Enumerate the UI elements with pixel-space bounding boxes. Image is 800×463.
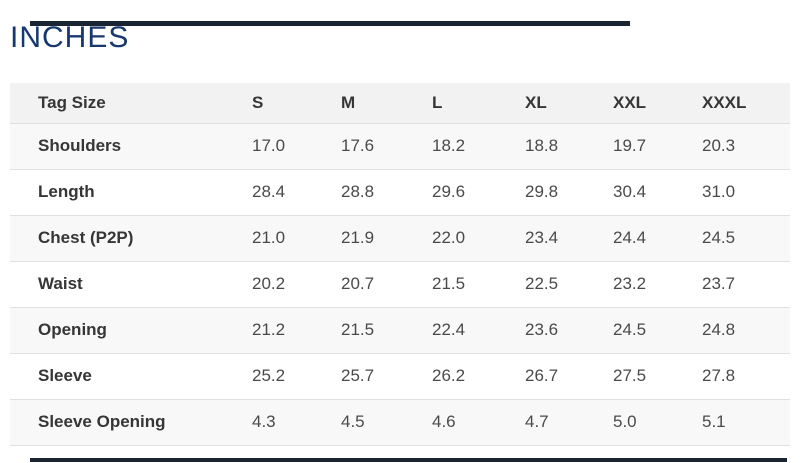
size-chart-table: Tag Size S M L XL XXL XXXL Shoulders 17.… [10, 83, 790, 446]
measurement-cell: 18.2 [432, 136, 466, 155]
measurement-cell: 25.2 [252, 366, 286, 385]
size-chart-section: INCHES Tag Size S M L XL XXL XXXL Should… [0, 21, 800, 462]
measurement-cell: 5.0 [613, 412, 637, 431]
measurement-cell: 25.7 [341, 366, 375, 385]
measurement-cell: 27.8 [702, 366, 736, 385]
measurement-cell: 21.5 [341, 320, 375, 339]
table-row: Opening 21.2 21.5 22.4 23.6 24.5 24.8 [10, 307, 790, 353]
table-row: Chest (P2P) 21.0 21.9 22.0 23.4 24.4 24.… [10, 215, 790, 261]
measurement-cell: 23.2 [613, 274, 647, 293]
row-label: Sleeve Opening [38, 412, 166, 431]
page-title: INCHES [10, 21, 130, 54]
measurement-cell: 29.6 [432, 182, 466, 201]
measurement-cell: 20.7 [341, 274, 375, 293]
measurement-cell: 23.4 [525, 228, 559, 247]
measurement-cell: 5.1 [702, 412, 726, 431]
column-header-tag-size: Tag Size [38, 92, 106, 112]
measurement-cell: 28.4 [252, 182, 286, 201]
measurement-cell: 18.8 [525, 136, 559, 155]
table-row: Waist 20.2 20.7 21.5 22.5 23.2 23.7 [10, 261, 790, 307]
measurement-cell: 30.4 [613, 182, 647, 201]
column-header-xl: XL [525, 92, 547, 112]
measurement-cell: 4.5 [341, 412, 365, 431]
measurement-cell: 26.2 [432, 366, 466, 385]
row-label: Chest (P2P) [38, 228, 134, 247]
measurement-cell: 23.6 [525, 320, 559, 339]
measurement-cell: 22.5 [525, 274, 559, 293]
table-row: Shoulders 17.0 17.6 18.2 18.8 19.7 20.3 [10, 123, 790, 169]
row-label: Opening [38, 320, 107, 339]
measurement-cell: 4.7 [525, 412, 549, 431]
measurement-cell: 24.4 [613, 228, 647, 247]
measurement-cell: 19.7 [613, 136, 647, 155]
row-label: Length [38, 182, 95, 201]
header-row: Tag Size S M L XL XXL XXXL [10, 83, 790, 123]
column-header-l: L [432, 92, 443, 112]
column-header-m: M [341, 92, 356, 112]
measurement-cell: 29.8 [525, 182, 559, 201]
measurement-cell: 21.9 [341, 228, 375, 247]
table-row: Length 28.4 28.8 29.6 29.8 30.4 31.0 [10, 169, 790, 215]
column-header-xxl: XXL [613, 92, 647, 112]
measurement-cell: 4.6 [432, 412, 456, 431]
table-row: Sleeve 25.2 25.7 26.2 26.7 27.5 27.8 [10, 353, 790, 399]
row-label: Shoulders [38, 136, 122, 155]
row-label: Waist [38, 274, 83, 293]
measurement-cell: 20.3 [702, 136, 736, 155]
measurement-cell: 21.0 [252, 228, 286, 247]
measurement-cell: 22.0 [432, 228, 466, 247]
bottom-divider [30, 458, 787, 462]
table-row: Sleeve Opening 4.3 4.5 4.6 4.7 5.0 5.1 [10, 399, 790, 445]
measurement-cell: 21.2 [252, 320, 286, 339]
measurement-cell: 28.8 [341, 182, 375, 201]
measurement-cell: 24.5 [702, 228, 736, 247]
measurement-cell: 24.8 [702, 320, 736, 339]
measurement-cell: 23.7 [702, 274, 736, 293]
measurement-cell: 22.4 [432, 320, 466, 339]
measurement-cell: 31.0 [702, 182, 736, 201]
measurement-cell: 17.6 [341, 136, 375, 155]
measurement-cell: 24.5 [613, 320, 647, 339]
row-label: Sleeve [38, 366, 92, 385]
measurement-cell: 20.2 [252, 274, 286, 293]
measurement-cell: 17.0 [252, 136, 286, 155]
top-divider [30, 21, 630, 26]
measurement-cell: 26.7 [525, 366, 559, 385]
measurement-cell: 21.5 [432, 274, 466, 293]
measurement-cell: 4.3 [252, 412, 276, 431]
measurement-cell: 27.5 [613, 366, 647, 385]
column-header-s: S [252, 92, 264, 112]
column-header-xxxl: XXXL [702, 92, 747, 112]
